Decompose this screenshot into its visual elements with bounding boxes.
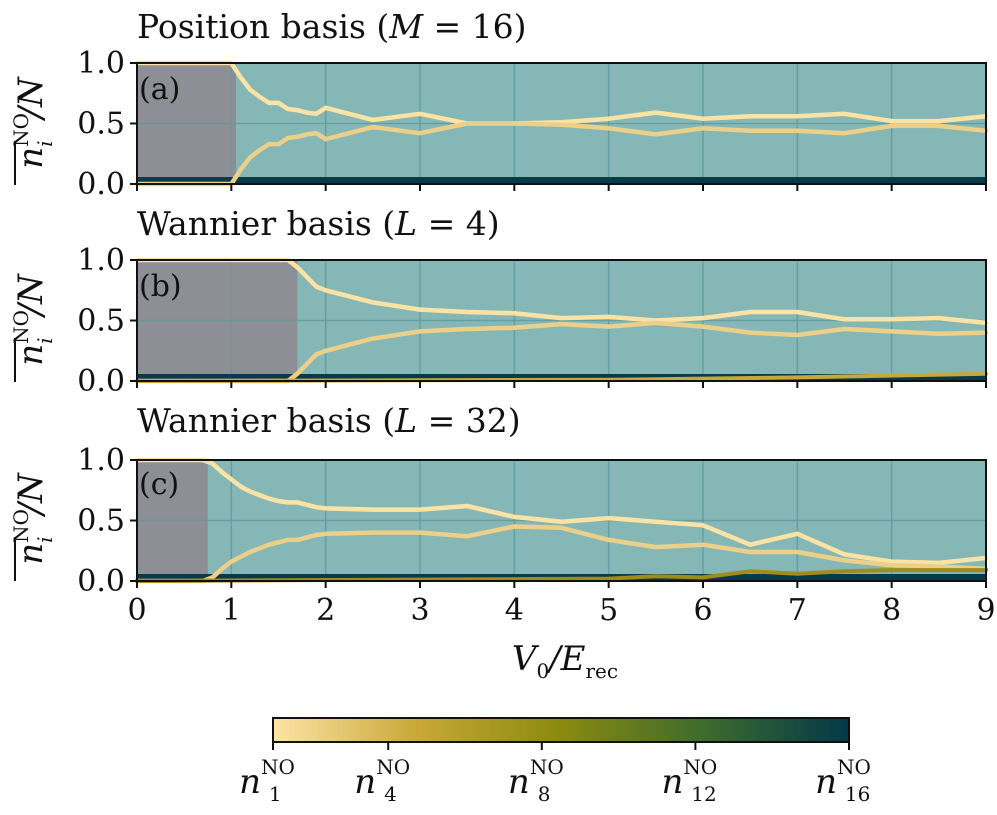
panel-tag-b: (b)	[139, 269, 182, 304]
y-axis-label-a: nNOi/N	[9, 76, 57, 185]
y-tick-label: 0.5	[77, 107, 125, 142]
y-axis-label-c: nNOi/N	[9, 472, 57, 581]
x-tick-label: 0	[127, 593, 146, 628]
panel-a: 1.0 0.5 0.0	[77, 46, 989, 202]
svg-text:nNOi/N: nNOi/N	[9, 472, 57, 565]
baseline-band	[137, 177, 986, 184]
y-tick-label: 1.0	[77, 243, 125, 278]
x-tick-label: 5	[599, 593, 618, 628]
svg-text:nNOi/N: nNOi/N	[9, 76, 57, 169]
series-line-3	[135, 568, 988, 583]
y-tick-label: 0.5	[77, 304, 125, 339]
panel-b: 1.0 0.5 0.0	[77, 243, 989, 399]
y-tick-label: 0.5	[77, 504, 125, 539]
x-tick-label: 3	[410, 593, 429, 628]
colorbar-labels: nNO 1 nNO 4 nNO 8 nNO 12 nNO 16	[239, 742, 871, 806]
panel-title-b: Wannier basis (L = 4)	[137, 204, 500, 243]
x-tick-label: 8	[882, 593, 901, 628]
x-tick-label: 4	[505, 593, 524, 628]
svg-text:nNOi/N: nNOi/N	[9, 273, 57, 366]
y-axis-label-b: nNOi/N	[9, 273, 57, 382]
panel-c: 1.0 0.5 0.00 1 2 3 4 5 6 7 8 9	[77, 443, 995, 628]
panel-title-a: Position basis (M = 16)	[137, 7, 527, 46]
x-tick-label: 1	[222, 593, 241, 628]
panel-tag-a: (a)	[139, 72, 180, 107]
y-tick-label: 1.0	[77, 46, 125, 81]
y-tick-label: 0.0	[77, 564, 125, 599]
series-line-2	[134, 320, 989, 384]
colorbar-label: nNO 4	[354, 755, 410, 806]
y-tick-label: 0.0	[77, 167, 125, 202]
panel-tag-c: (c)	[139, 467, 179, 502]
x-tick-label: 2	[316, 593, 335, 628]
series-line-1	[134, 457, 989, 566]
colorbar-label: nNO 1	[239, 755, 295, 806]
x-axis-label: V0/Erec	[512, 639, 618, 683]
colorbar-label: nNO 8	[508, 755, 564, 806]
y-tick-label: 0.0	[77, 364, 125, 399]
series-line-2	[134, 121, 989, 187]
x-tick-label: 7	[788, 593, 807, 628]
colorbar-label: nNO 16	[815, 755, 871, 806]
series-line-2	[134, 524, 989, 584]
x-tick-label: 9	[976, 593, 995, 628]
y-tick-label: 1.0	[77, 443, 125, 478]
series-line-1	[134, 60, 989, 126]
colorbar	[272, 717, 850, 743]
x-tick-label: 6	[693, 593, 712, 628]
baseline-band	[137, 374, 986, 381]
series-line-1	[134, 257, 989, 326]
panel-title-c: Wannier basis (L = 32)	[137, 401, 521, 440]
colorbar-label: nNO 12	[661, 755, 717, 806]
